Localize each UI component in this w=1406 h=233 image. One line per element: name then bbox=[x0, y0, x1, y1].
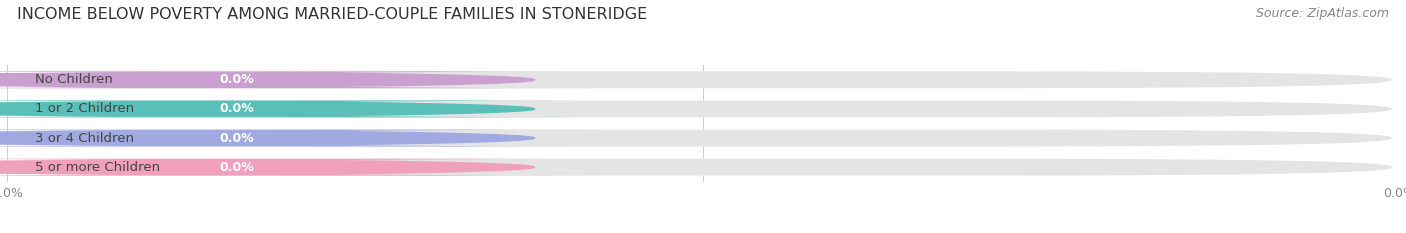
Text: 0.0%: 0.0% bbox=[219, 132, 254, 144]
Text: 5 or more Children: 5 or more Children bbox=[35, 161, 160, 174]
FancyBboxPatch shape bbox=[0, 71, 399, 88]
Text: 0.0%: 0.0% bbox=[219, 103, 254, 115]
FancyBboxPatch shape bbox=[10, 71, 1392, 88]
FancyBboxPatch shape bbox=[0, 100, 399, 117]
Text: 1 or 2 Children: 1 or 2 Children bbox=[35, 103, 134, 115]
Circle shape bbox=[0, 102, 534, 116]
FancyBboxPatch shape bbox=[10, 130, 1392, 147]
FancyBboxPatch shape bbox=[0, 159, 599, 176]
FancyBboxPatch shape bbox=[10, 159, 1392, 176]
FancyBboxPatch shape bbox=[10, 100, 1392, 117]
Text: Source: ZipAtlas.com: Source: ZipAtlas.com bbox=[1256, 7, 1389, 20]
Text: INCOME BELOW POVERTY AMONG MARRIED-COUPLE FAMILIES IN STONERIDGE: INCOME BELOW POVERTY AMONG MARRIED-COUPL… bbox=[17, 7, 647, 22]
Circle shape bbox=[0, 131, 534, 145]
Circle shape bbox=[0, 73, 534, 87]
FancyBboxPatch shape bbox=[0, 130, 399, 147]
FancyBboxPatch shape bbox=[0, 100, 599, 117]
Text: 0.0%: 0.0% bbox=[219, 73, 254, 86]
FancyBboxPatch shape bbox=[0, 130, 599, 147]
Circle shape bbox=[0, 160, 534, 174]
FancyBboxPatch shape bbox=[0, 71, 599, 88]
Text: No Children: No Children bbox=[35, 73, 112, 86]
Text: 3 or 4 Children: 3 or 4 Children bbox=[35, 132, 134, 144]
Text: 0.0%: 0.0% bbox=[219, 161, 254, 174]
FancyBboxPatch shape bbox=[0, 159, 399, 176]
